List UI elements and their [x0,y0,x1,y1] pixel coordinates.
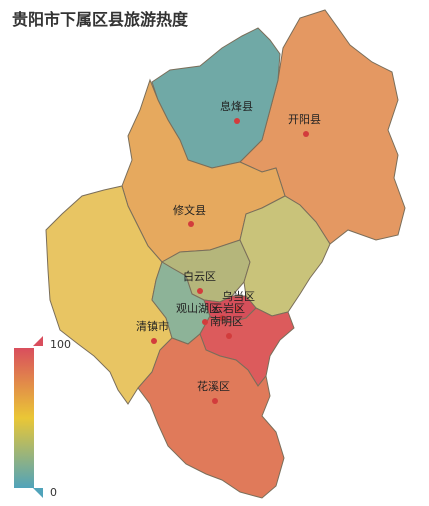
label-yunyan: 云岩区 [212,301,245,315]
marker-baiyun [197,288,203,294]
legend-min-label: 0 [50,486,57,499]
label-guanshanhu: 观山湖区 [176,302,220,315]
label-wudang: 乌当区 [222,289,255,303]
map-title: 贵阳市下属区县旅游热度 [12,10,189,29]
label-kaiyang: 开阳县 [288,113,321,126]
legend-max-label: 100 [50,338,71,351]
district-wudang[interactable] [239,195,331,317]
district-huaxi[interactable] [137,333,285,499]
marker-huaxi [212,398,218,404]
marker-wudang [235,306,241,312]
range-handle-max[interactable] [33,336,43,346]
marker-guanshanhu [202,319,208,325]
label-nanming: 南明区 [210,315,243,328]
label-baiyun: 白云区 [183,269,216,283]
label-xifeng: 息烽县 [220,99,253,113]
label-huaxi: 花溪区 [197,380,230,393]
label-qingzhen: 清镇市 [136,319,169,333]
marker-nanming [226,333,232,339]
color-gradient-bar[interactable] [14,348,34,488]
marker-qingzhen [151,338,157,344]
visual-map-legend[interactable]: 100 0 [12,336,72,500]
marker-xifeng [234,118,240,124]
range-handle-min[interactable] [33,488,43,498]
marker-yunyan [219,315,225,321]
marker-xiuwen [188,221,194,227]
label-xiuwen: 修文县 [173,203,206,217]
marker-kaiyang [303,131,309,137]
